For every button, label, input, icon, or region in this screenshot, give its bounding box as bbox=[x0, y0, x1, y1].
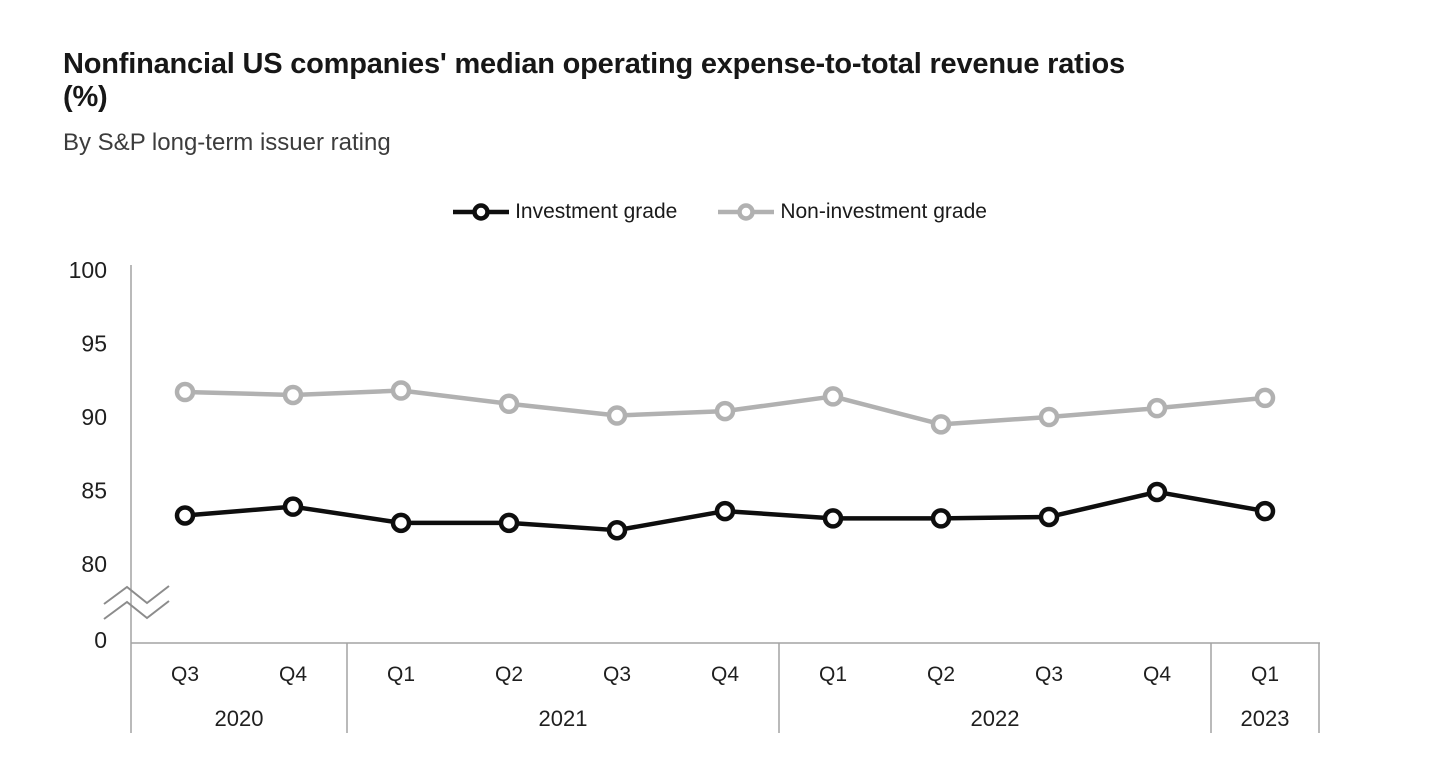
line-marker-icon bbox=[718, 203, 775, 221]
legend-label: Investment grade bbox=[515, 200, 678, 223]
data-point-marker bbox=[282, 496, 304, 517]
data-point-marker bbox=[930, 508, 952, 529]
x-quarter-label: Q4 bbox=[1143, 663, 1171, 686]
y-tick-label: 85 bbox=[81, 478, 107, 504]
x-quarter-label: Q4 bbox=[279, 663, 307, 686]
x-quarter-label: Q1 bbox=[819, 663, 847, 686]
data-point-marker bbox=[606, 519, 628, 541]
data-point-marker bbox=[390, 380, 412, 401]
data-point-marker bbox=[282, 384, 304, 406]
data-point-marker bbox=[498, 512, 520, 534]
y-tick-label: 80 bbox=[81, 551, 107, 577]
x-year-label: 2023 bbox=[1241, 706, 1290, 731]
x-quarter-label: Q2 bbox=[927, 663, 955, 686]
data-point-marker bbox=[822, 508, 844, 529]
data-point-marker bbox=[174, 505, 196, 526]
data-point-marker bbox=[930, 414, 952, 435]
data-point-marker bbox=[1254, 387, 1276, 409]
chart-legend: Investment grade Non-investment grade bbox=[0, 200, 1439, 224]
data-point-marker bbox=[1038, 406, 1060, 428]
chart-subtitle: By S&P long-term issuer rating bbox=[63, 129, 391, 156]
x-year-label: 2021 bbox=[539, 706, 588, 731]
x-quarter-label: Q3 bbox=[171, 663, 199, 686]
x-year-label: 2020 bbox=[215, 706, 264, 731]
line-chart: 100 95 90 85 80 0 2020 Q3 Q4 2021 Q1 Q2 Q3 Q4 2022 Q1 Q2… bbox=[69, 257, 1320, 733]
x-quarter-label: Q3 bbox=[603, 663, 631, 686]
axis-break-icon bbox=[103, 585, 170, 605]
data-point-marker bbox=[714, 500, 736, 522]
x-quarter-label: Q4 bbox=[711, 663, 739, 686]
data-point-marker bbox=[1146, 481, 1168, 503]
x-quarter-label: Q2 bbox=[495, 663, 523, 686]
x-quarter-label: Q1 bbox=[387, 663, 415, 686]
x-quarter-label: Q1 bbox=[1251, 663, 1279, 686]
data-point-marker bbox=[174, 381, 196, 403]
legend-item-non-investment-grade: Non-investment grade bbox=[717, 200, 987, 224]
line-marker-icon bbox=[453, 203, 510, 221]
y-tick-label: 100 bbox=[69, 257, 107, 283]
chart-area: 100 95 90 85 80 0 2020 Q3 Q4 2021 Q1 Q2 Q3 Q4 2022 Q1 Q2… bbox=[0, 240, 1439, 762]
data-point-marker bbox=[822, 386, 844, 407]
data-point-marker bbox=[1254, 500, 1276, 522]
x-quarter-label: Q3 bbox=[1035, 663, 1063, 686]
x-year-label: 2022 bbox=[971, 706, 1020, 731]
data-point-marker bbox=[606, 405, 628, 426]
legend-label: Non-investment grade bbox=[780, 200, 987, 223]
y-tick-label: 90 bbox=[81, 404, 107, 430]
y-tick-label: 0 bbox=[94, 627, 107, 653]
data-point-marker bbox=[498, 393, 520, 415]
data-point-marker bbox=[714, 400, 736, 422]
legend-item-investment-grade: Investment grade bbox=[452, 200, 677, 224]
data-point-marker bbox=[1146, 397, 1168, 419]
data-point-marker bbox=[1038, 506, 1060, 528]
y-tick-label: 95 bbox=[81, 331, 107, 357]
chart-title: Nonfinancial US companies' median operat… bbox=[63, 48, 1125, 113]
data-point-marker bbox=[390, 512, 412, 534]
axis-break-icon bbox=[103, 600, 170, 620]
